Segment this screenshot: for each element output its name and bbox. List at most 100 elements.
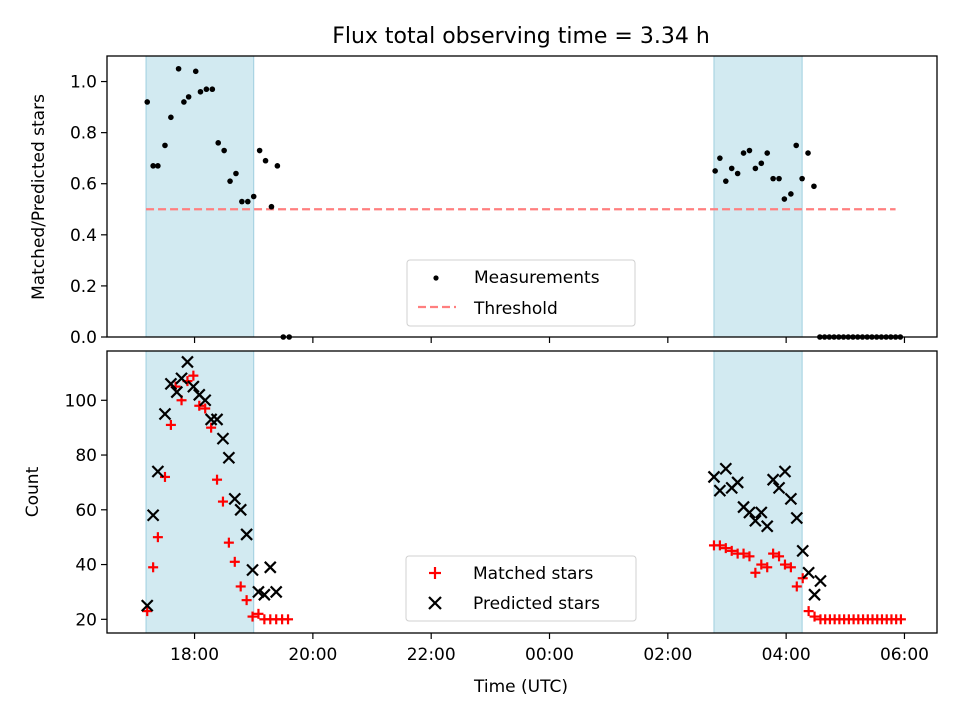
bottom-legend-box — [405, 555, 637, 622]
measurement-point — [233, 170, 239, 177]
y-tick-label: 1.0 — [70, 73, 97, 93]
matched-star-marker — [235, 581, 246, 592]
measurement-point — [268, 203, 275, 210]
measurement-point — [740, 150, 747, 156]
matched-star-marker — [223, 537, 234, 548]
predicted-star-marker — [713, 484, 727, 497]
predicted-star-marker — [240, 528, 253, 541]
y-tick-label: 0.6 — [70, 175, 97, 195]
predicted-star-marker — [269, 585, 283, 599]
predicted-star-marker — [749, 514, 762, 528]
predicted-star-marker — [796, 544, 809, 558]
matched-star-marker — [217, 496, 228, 507]
predicted-star-marker — [170, 385, 184, 399]
measurement-point — [244, 198, 251, 205]
predicted-star-marker — [790, 511, 804, 525]
predicted-star-marker — [140, 599, 154, 612]
measurement-point — [185, 94, 192, 100]
matched-star-marker — [797, 573, 808, 584]
matched-star-marker — [774, 551, 785, 562]
measurement-point — [168, 114, 174, 121]
predicted-star-marker — [258, 588, 271, 601]
matched-star-marker — [142, 606, 153, 617]
measurement-point — [723, 178, 729, 184]
matched-star-marker — [194, 400, 205, 411]
predicted-star-marker — [175, 372, 188, 385]
predicted-star-marker — [222, 451, 236, 465]
y-tick-label: 100 — [65, 391, 97, 411]
measurement-point — [256, 147, 263, 154]
x-tick-label: 06:00 — [880, 645, 929, 665]
matched-star-marker — [756, 559, 767, 570]
legend-threshold-label: Threshold — [473, 299, 558, 319]
matched-star-marker — [165, 419, 176, 430]
predicted-star-marker — [766, 473, 780, 486]
measurement-point — [227, 178, 233, 184]
matched-star-marker — [750, 567, 761, 578]
chart-title: Flux total observing time = 3.34 h — [332, 24, 710, 49]
predicted-star-marker — [814, 574, 827, 588]
measurement-point — [181, 99, 187, 105]
x-tick-label: 00:00 — [525, 645, 574, 665]
x-tick-label: 18:00 — [170, 645, 219, 665]
measurement-point — [781, 196, 788, 202]
matched-star-marker — [188, 370, 199, 381]
legend-matched-label: Matched stars — [473, 564, 593, 584]
bottom-x-ticks: 18:00 20:00 22:00 00:00 02:00 04:00 06:00 — [170, 633, 929, 665]
matched-star-marker — [785, 562, 796, 573]
measurement-point — [811, 183, 817, 190]
predicted-star-marker — [246, 563, 259, 577]
predicted-star-marker — [187, 380, 200, 393]
measurement-point — [144, 99, 151, 105]
predicted-star-marker — [731, 476, 744, 489]
matched-star-marker — [762, 562, 773, 573]
matched-star-marker — [159, 471, 170, 482]
matched-star-marker — [744, 551, 755, 562]
matched-star-marker — [779, 559, 790, 570]
predicted-star-marker — [743, 506, 756, 519]
predicted-star-marker — [802, 566, 815, 580]
measurement-point — [788, 191, 794, 197]
y-tick-label: 20 — [75, 610, 97, 630]
matched-star-marker — [714, 540, 725, 551]
predicted-star-marker — [158, 407, 172, 421]
measurement-point — [717, 155, 723, 161]
predicted-star-marker — [164, 377, 178, 391]
measurement-point — [728, 165, 735, 172]
y-tick-label: 0.8 — [70, 124, 97, 144]
measurement-point — [197, 88, 204, 95]
matched-star-marker — [738, 548, 749, 559]
x-tick-label: 04:00 — [762, 645, 811, 665]
predicted-stars-series — [140, 355, 827, 612]
matched-star-marker — [791, 581, 802, 592]
matched-star-marker — [200, 403, 211, 414]
y-tick-label: 60 — [75, 501, 97, 521]
measurement-point — [764, 150, 771, 156]
top-x-ticks — [193, 337, 906, 343]
predicted-star-marker — [198, 394, 212, 407]
matched-star-marker — [726, 545, 737, 556]
measurement-point — [155, 163, 161, 169]
measurement-point — [758, 160, 765, 167]
predicted-star-marker — [772, 481, 786, 495]
matched-star-marker — [283, 614, 294, 625]
predicted-star-marker — [808, 588, 821, 601]
measurement-point — [274, 163, 281, 169]
observing-window-1 — [713, 55, 803, 338]
matched-star-marker — [720, 543, 731, 554]
measurement-point — [262, 157, 269, 164]
predicted-star-marker — [216, 432, 230, 445]
predicted-star-marker — [151, 465, 165, 478]
measurement-point — [712, 168, 718, 174]
predicted-star-marker — [778, 465, 792, 478]
y-tick-label: 0.2 — [70, 277, 97, 297]
y-tick-label: 0.4 — [70, 226, 97, 246]
measurement-point — [799, 175, 805, 182]
top-y-axis-label: Matched/Predicted stars — [29, 94, 49, 300]
measurement-point — [175, 65, 182, 72]
measurement-point — [793, 142, 800, 149]
predicted-star-marker — [234, 503, 247, 517]
x-tick-label: 20:00 — [288, 645, 337, 665]
predicted-star-marker — [264, 561, 277, 574]
